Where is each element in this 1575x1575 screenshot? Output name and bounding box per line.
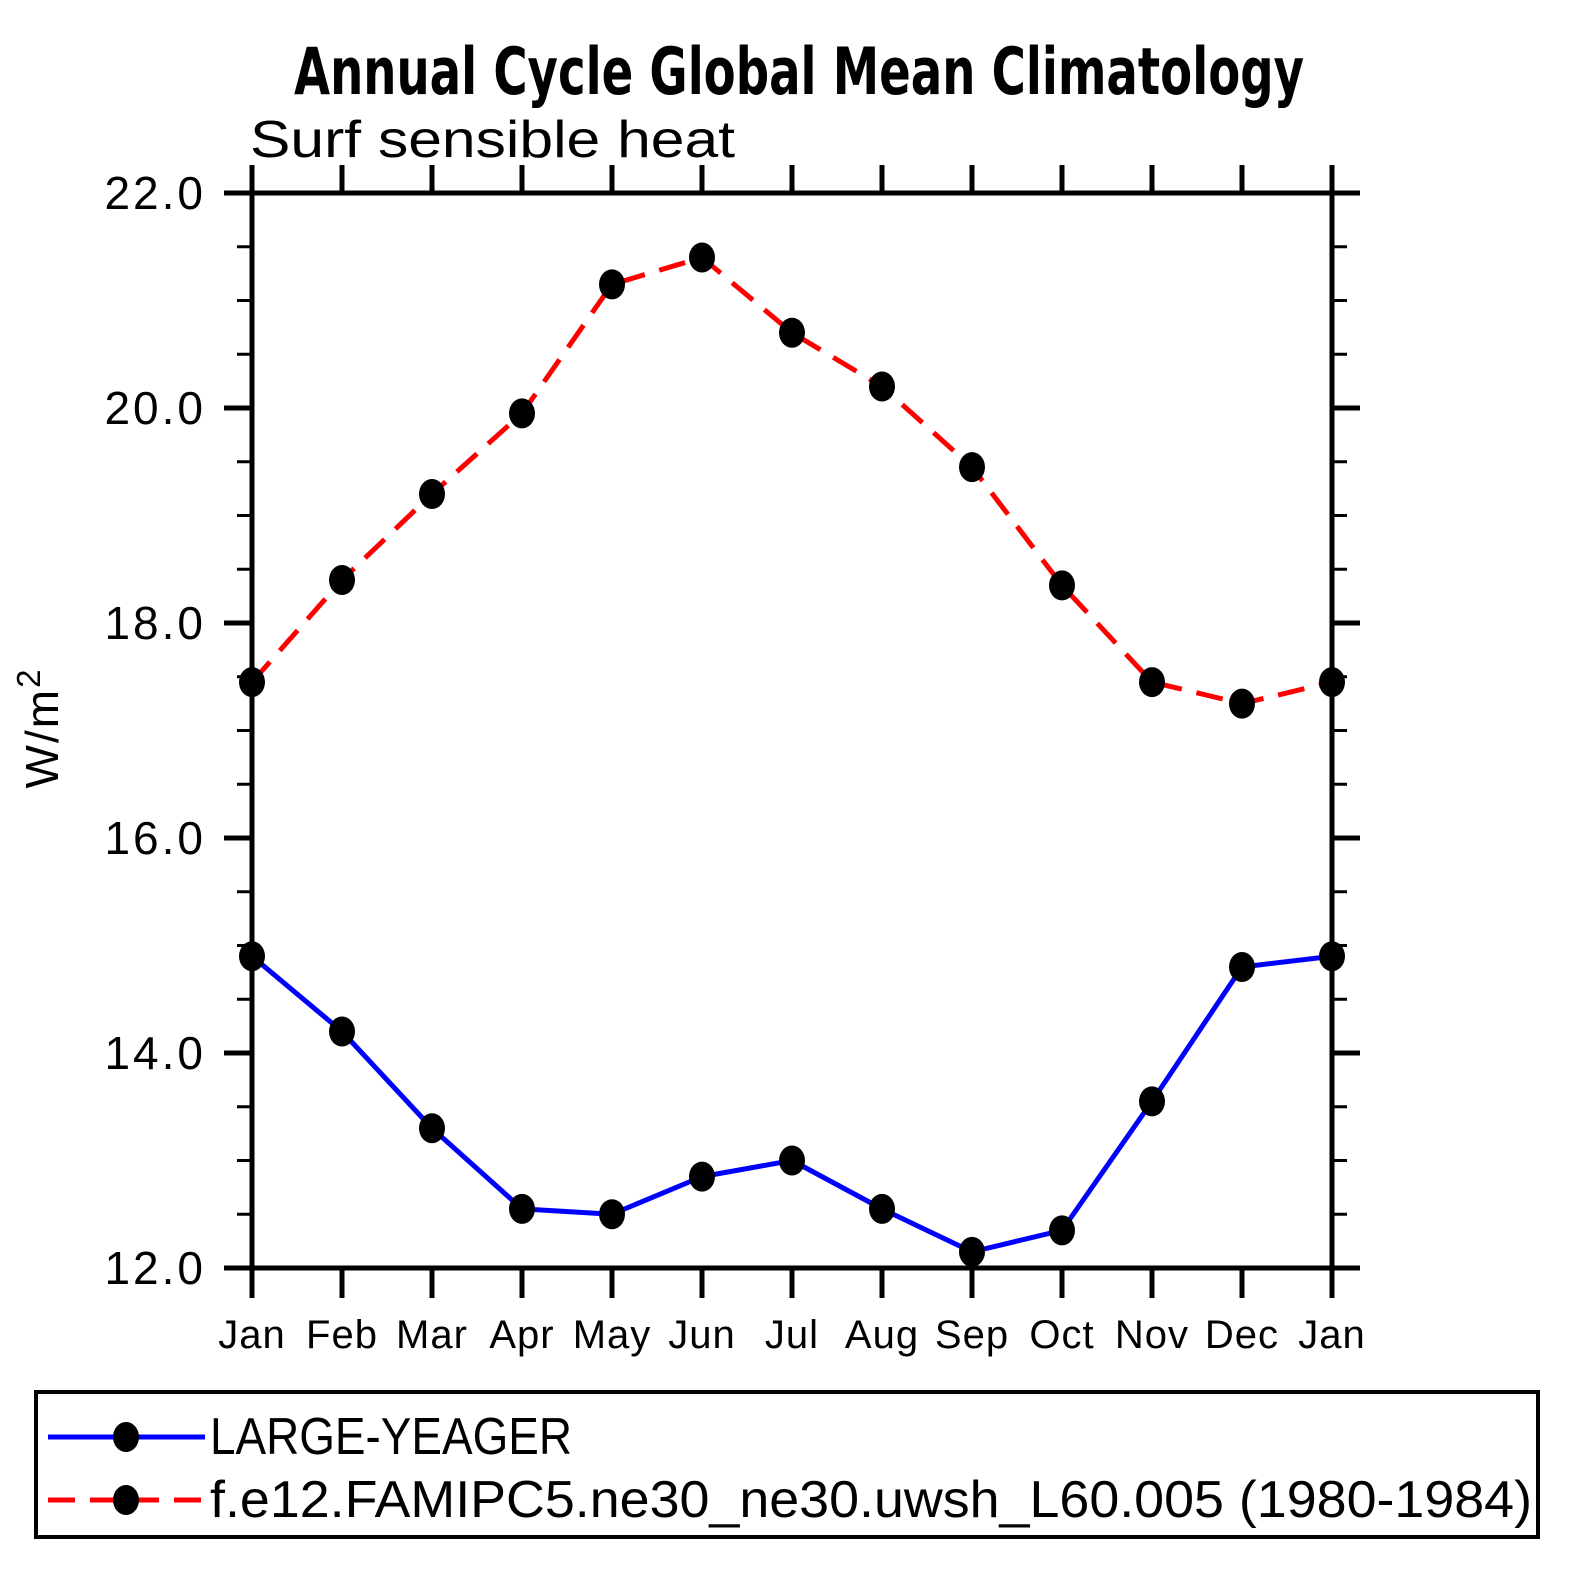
x-tick-label: Feb	[306, 1313, 378, 1357]
chart-title: Annual Cycle Global Mean Climatology	[294, 35, 1304, 110]
x-tick-label: Aug	[845, 1313, 919, 1357]
data-point-marker	[1049, 1215, 1075, 1246]
x-tick-label: May	[573, 1313, 652, 1357]
legend-label-large-yeager: LARGE-YEAGER	[210, 1408, 572, 1466]
legend-marker-dot	[113, 1485, 139, 1515]
data-point-marker	[419, 1113, 445, 1144]
data-point-marker	[599, 269, 625, 300]
data-point-marker	[959, 1236, 985, 1267]
x-tick-label: Nov	[1115, 1313, 1189, 1357]
legend-row-large-yeager: LARGE-YEAGER	[48, 1408, 572, 1466]
y-axis-label-exponent: 2	[10, 668, 47, 688]
data-point-marker	[869, 1193, 895, 1224]
x-tick-label: Dec	[1205, 1313, 1279, 1357]
x-tick-labels: Jan Feb Mar Apr May Jun Jul Aug Sep Oct Nov Dec Jan	[218, 1313, 1366, 1357]
plot-frame	[249, 190, 1335, 1271]
y-tick-label: 16.0	[104, 812, 206, 864]
data-point-marker	[1319, 667, 1345, 698]
y-axis-label-base: W/m	[16, 688, 68, 789]
y-tick-label: 22.0	[104, 167, 206, 219]
legend-box	[34, 1390, 1540, 1539]
x-tick-label: Sep	[935, 1313, 1009, 1357]
legend-marker-dot	[113, 1422, 139, 1452]
data-point-marker	[689, 1161, 715, 1192]
data-point-marker	[779, 317, 805, 348]
legend-row-model-run: f.e12.FAMIPC5.ne30_ne30.uwsh_L60.005 (19…	[48, 1471, 1532, 1529]
series-line-large-yeager	[250, 953, 1333, 1255]
data-point-marker	[509, 1193, 535, 1224]
data-point-marker	[239, 667, 265, 698]
data-point-marker	[1049, 570, 1075, 601]
y-tick-label: 14.0	[104, 1027, 206, 1079]
data-point-marker	[1139, 667, 1165, 698]
data-point-marker	[239, 941, 265, 972]
data-point-marker	[419, 479, 445, 509]
data-point-marker	[509, 398, 535, 429]
data-point-marker	[1229, 952, 1255, 982]
x-tick-label: Jul	[765, 1313, 819, 1357]
legend: LARGE-YEAGER f.e12.FAMIPC5.ne30_ne30.uws…	[34, 1390, 1540, 1539]
data-point-marker	[599, 1199, 625, 1230]
y-tick-label: 20.0	[104, 382, 206, 434]
data-point-marker	[779, 1145, 805, 1176]
data-point-marker	[1319, 941, 1345, 972]
legend-label-model-run: f.e12.FAMIPC5.ne30_ne30.uwsh_L60.005 (19…	[210, 1471, 1532, 1529]
data-point-marker	[329, 1016, 355, 1047]
y-axis-label: W/m2	[10, 668, 68, 789]
x-tick-label: Apr	[489, 1313, 554, 1357]
y-tick-label: 18.0	[104, 597, 206, 649]
x-tick-label: Jan	[1298, 1313, 1366, 1357]
x-tick-label: Jun	[668, 1313, 736, 1357]
data-point-marker	[689, 242, 715, 273]
x-tick-label: Mar	[396, 1313, 468, 1357]
data-point-marker	[869, 371, 895, 402]
data-point-marker	[329, 565, 355, 595]
data-point-marker	[1229, 688, 1255, 719]
x-tick-label: Jan	[218, 1313, 286, 1357]
y-tick-label: 12.0	[104, 1242, 206, 1294]
data-point-marker	[1139, 1086, 1165, 1117]
data-series	[239, 242, 1345, 1267]
data-point-marker	[959, 452, 985, 483]
chart-subtitle: Surf sensible heat	[250, 111, 736, 169]
x-tick-label: Oct	[1029, 1313, 1094, 1357]
y-tick-labels: 12.0 14.0 16.0 18.0 20.0 22.0	[104, 167, 206, 1294]
